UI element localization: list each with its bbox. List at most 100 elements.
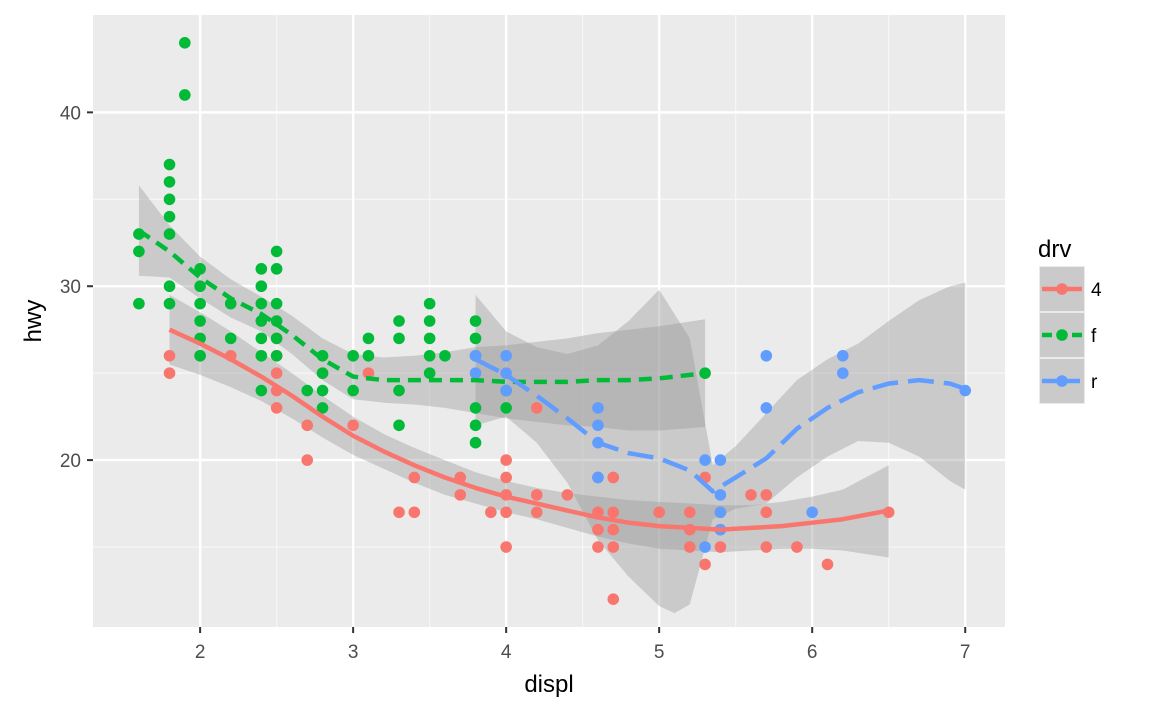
- point-f: [163, 210, 176, 223]
- point-f: [469, 436, 482, 449]
- point-f: [194, 315, 206, 327]
- point-4: [592, 541, 604, 553]
- point-r: [714, 489, 727, 501]
- plot-panel: [93, 15, 1005, 627]
- point-4: [607, 541, 620, 553]
- point-r: [836, 367, 849, 379]
- point-f: [224, 332, 237, 345]
- point-f: [194, 349, 206, 362]
- point-4: [607, 506, 620, 519]
- point-f: [163, 176, 176, 188]
- point-4: [760, 506, 773, 519]
- point-4: [485, 506, 497, 519]
- point-r: [806, 506, 818, 519]
- point-f: [362, 349, 375, 362]
- point-r: [760, 402, 773, 414]
- x-axis: 2 3 4 5 6 7: [195, 627, 971, 663]
- point-r: [836, 349, 849, 362]
- point-f: [362, 332, 375, 345]
- point-4: [163, 367, 176, 379]
- point-f: [423, 297, 436, 310]
- point-f: [347, 384, 359, 397]
- point-4: [745, 489, 757, 501]
- point-f: [194, 297, 206, 310]
- point-r: [592, 419, 604, 432]
- point-4: [347, 419, 359, 432]
- point-r: [592, 471, 604, 484]
- x-tick-label: 2: [195, 642, 206, 663]
- point-4: [561, 489, 574, 501]
- legend-label: 4: [1091, 280, 1102, 301]
- point-f: [270, 297, 283, 310]
- point-f: [469, 402, 482, 414]
- point-4: [607, 523, 620, 536]
- legend-point-swatch: [1056, 283, 1068, 295]
- point-4: [607, 593, 620, 605]
- point-4: [760, 541, 773, 553]
- point-r: [714, 454, 727, 466]
- point-f: [301, 384, 314, 397]
- point-4: [714, 541, 727, 553]
- point-4: [821, 558, 834, 571]
- point-4: [500, 454, 512, 466]
- x-tick-label: 4: [501, 642, 512, 663]
- point-f: [469, 419, 482, 432]
- y-tick-label: 30: [60, 277, 81, 298]
- point-4: [408, 506, 421, 519]
- point-f: [163, 228, 176, 240]
- point-4: [791, 541, 803, 553]
- point-4: [454, 489, 467, 501]
- point-4: [530, 489, 543, 501]
- point-f: [133, 245, 145, 258]
- point-f: [255, 280, 268, 293]
- point-4: [301, 419, 314, 432]
- point-f: [393, 419, 405, 432]
- point-r: [760, 349, 773, 362]
- y-tick-label: 20: [60, 451, 81, 472]
- point-f: [439, 349, 451, 362]
- point-f: [423, 315, 436, 327]
- point-4: [683, 506, 696, 519]
- point-f: [393, 315, 405, 327]
- x-tick-label: 6: [807, 642, 818, 663]
- major-gridlines: [93, 15, 1005, 627]
- x-tick-label: 7: [960, 642, 971, 663]
- legend-label: r: [1091, 372, 1098, 393]
- point-4: [530, 402, 543, 414]
- point-f: [270, 332, 283, 345]
- point-4: [393, 506, 405, 519]
- point-4: [301, 454, 314, 466]
- point-4: [362, 367, 375, 379]
- point-4: [500, 506, 512, 519]
- point-f: [347, 349, 359, 362]
- legend: drv 4 f r: [1038, 236, 1102, 404]
- point-4: [653, 506, 665, 519]
- y-axis-title: hwy: [20, 300, 47, 343]
- point-f: [255, 384, 268, 397]
- x-tick-label: 5: [654, 642, 665, 663]
- legend-point-swatch: [1056, 375, 1068, 387]
- smooth-line-r: [474, 357, 966, 494]
- point-r: [714, 506, 727, 519]
- point-r: [699, 541, 711, 553]
- smooth-line-4: [168, 327, 890, 532]
- x-tick-label: 3: [348, 642, 359, 663]
- point-f: [194, 263, 206, 275]
- point-4: [683, 541, 696, 553]
- point-4: [270, 367, 283, 379]
- point-4: [163, 349, 176, 362]
- y-tick-label: 40: [60, 103, 81, 124]
- point-r: [592, 402, 604, 414]
- point-4: [607, 471, 620, 484]
- point-f: [423, 332, 436, 345]
- x-axis-title: displ: [524, 671, 573, 698]
- point-f: [255, 297, 268, 310]
- point-4: [530, 506, 543, 519]
- point-f: [179, 37, 191, 49]
- y-axis: 20 30 40: [60, 103, 93, 472]
- point-4: [270, 402, 283, 414]
- point-4: [500, 541, 512, 553]
- smooth-lines: [137, 228, 966, 532]
- point-f: [423, 367, 436, 379]
